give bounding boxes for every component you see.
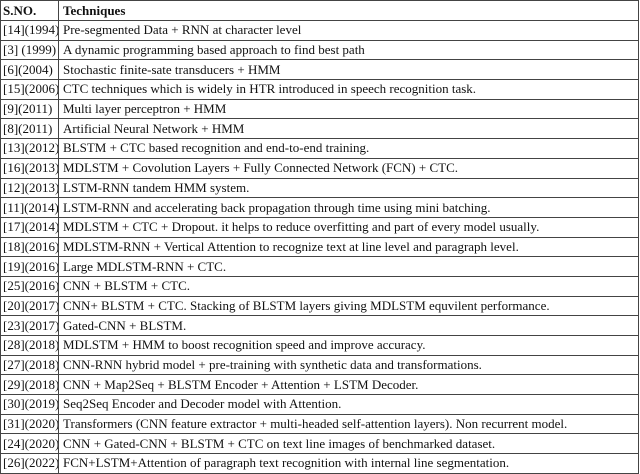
reference-cell: [3] (1999): [0, 40, 59, 61]
technique-cell: BLSTM + CTC based recognition and end-to…: [58, 138, 639, 159]
reference-cell: [17](2014): [0, 217, 59, 238]
reference-cell: [18](2016): [0, 237, 59, 258]
technique-cell: A dynamic programming based approach to …: [58, 40, 639, 61]
technique-cell: Gated-CNN + BLSTM.: [58, 315, 639, 336]
technique-cell: CNN + Gated-CNN + BLSTM + CTC on text li…: [58, 433, 639, 455]
table-row: [16](2013) MDLSTM + Covolution Layers + F…: [0, 158, 639, 179]
technique-cell: CNN + BLSTM + CTC.: [58, 276, 639, 297]
reference-cell: [11](2014): [0, 197, 59, 218]
reference-cell: [6](2004): [0, 59, 59, 81]
technique-cell: CNN + Map2Seq + BLSTM Encoder + Attentio…: [58, 374, 639, 396]
table-row: [19](2016) Large MDLSTM-RNN + CTC.: [0, 256, 639, 277]
technique-cell: CTC techniques which is widely in HTR in…: [58, 79, 639, 100]
technique-cell: CNN+ BLSTM + CTC. Stacking of BLSTM laye…: [58, 296, 639, 317]
table-row: [31](2020) Transformers (CNN feature extr…: [0, 414, 639, 435]
reference-cell: [24](2020): [0, 433, 59, 455]
technique-cell: Artificial Neural Network + HMM: [58, 118, 639, 140]
table-row: [12](2013) LSTM-RNN tandem HMM system.: [0, 178, 639, 199]
technique-cell: MDLSTM + CTC + Dropout. it helps to redu…: [58, 217, 639, 238]
reference-cell: [29](2018): [0, 374, 59, 396]
reference-cell: [14](1994): [0, 20, 59, 41]
technique-cell: Multi layer perceptron + HMM: [58, 99, 639, 120]
technique-cell: Pre-segmented Data + RNN at character le…: [58, 20, 639, 41]
table-row: [3] (1999) A dynamic programming based ap…: [0, 40, 639, 61]
reference-cell: [25](2016): [0, 276, 59, 297]
reference-cell: [19](2016): [0, 256, 59, 277]
table-row: [25](2016) CNN + BLSTM + CTC.: [0, 276, 639, 297]
technique-cell: Transformers (CNN feature extractor + mu…: [58, 414, 639, 435]
technique-cell: LSTM-RNN and accelerating back propagati…: [58, 197, 639, 218]
technique-cell: MDLSTM + Covolution Layers + Fully Conne…: [58, 158, 639, 179]
header-cell: S.NO.: [0, 0, 59, 21]
table-row: [29](2018) CNN + Map2Seq + BLSTM Encoder …: [0, 374, 639, 396]
table-row: [14](1994) Pre-segmented Data + RNN at ch…: [0, 20, 639, 41]
table-head: S.NO. Techniques: [0, 0, 639, 21]
reference-cell: [8](2011): [0, 118, 59, 140]
header-row: S.NO. Techniques: [0, 0, 639, 21]
reference-cell: [9](2011): [0, 99, 59, 120]
table-row: [8](2011) Artificial Neural Network + HMM: [0, 118, 639, 140]
table-row: [9](2011) Multi layer perceptron + HMM: [0, 99, 639, 120]
table-row: [18](2016) MDLSTM-RNN + Vertical Attentio…: [0, 237, 639, 258]
reference-cell: [30](2019): [0, 394, 59, 415]
reference-cell: [15](2006): [0, 79, 59, 100]
table-row: [6](2004) Stochastic finite-sate transduc…: [0, 59, 639, 81]
reference-cell: [23](2017): [0, 315, 59, 336]
technique-cell: MDLSTM-RNN + Vertical Attention to recog…: [58, 237, 639, 258]
technique-cell: LSTM-RNN tandem HMM system.: [58, 178, 639, 199]
technique-cell: Stochastic finite-sate transducers + HMM: [58, 59, 639, 81]
table-row: [17](2014) MDLSTM + CTC + Dropout. it hel…: [0, 217, 639, 238]
header-cell: Techniques: [58, 0, 639, 21]
table-row: [30](2019) Seq2Seq Encoder and Decoder mo…: [0, 394, 639, 415]
table-row: [28](2018) MDLSTM + HMM to boost recognit…: [0, 335, 639, 356]
technique-cell: CNN-RNN hybrid model + pre-training with…: [58, 355, 639, 376]
reference-cell: [12](2013): [0, 178, 59, 199]
table-row: [27](2018) CNN-RNN hybrid model + pre-tra…: [0, 355, 639, 376]
reference-cell: [16](2013): [0, 158, 59, 179]
technique-cell: Seq2Seq Encoder and Decoder model with A…: [58, 394, 639, 415]
reference-cell: [31](2020): [0, 414, 59, 435]
technique-cell: MDLSTM + HMM to boost recognition speed …: [58, 335, 639, 356]
reference-cell: [20](2017): [0, 296, 59, 317]
reference-cell: [13](2012): [0, 138, 59, 159]
table-row: [23](2017) Gated-CNN + BLSTM.: [0, 315, 639, 336]
table-row: [13](2012) BLSTM + CTC based recognition …: [0, 138, 639, 159]
table-row: [26](2022) FCN+LSTM+Attention of paragrap…: [0, 453, 639, 474]
technique-cell: FCN+LSTM+Attention of paragraph text rec…: [58, 453, 639, 474]
table-row: [24](2020) CNN + Gated-CNN + BLSTM + CTC …: [0, 433, 639, 455]
reference-cell: [27](2018): [0, 355, 59, 376]
table-row: [20](2017) CNN+ BLSTM + CTC. Stacking of …: [0, 296, 639, 317]
reference-cell: [28](2018): [0, 335, 59, 356]
technique-cell: Large MDLSTM-RNN + CTC.: [58, 256, 639, 277]
table-row: [15](2006) CTC techniques which is widely…: [0, 79, 639, 100]
table-row: [11](2014) LSTM-RNN and accelerating back…: [0, 197, 639, 218]
reference-cell: [26](2022): [0, 453, 59, 474]
table-body: [14](1994) Pre-segmented Data + RNN at ch…: [0, 20, 639, 474]
